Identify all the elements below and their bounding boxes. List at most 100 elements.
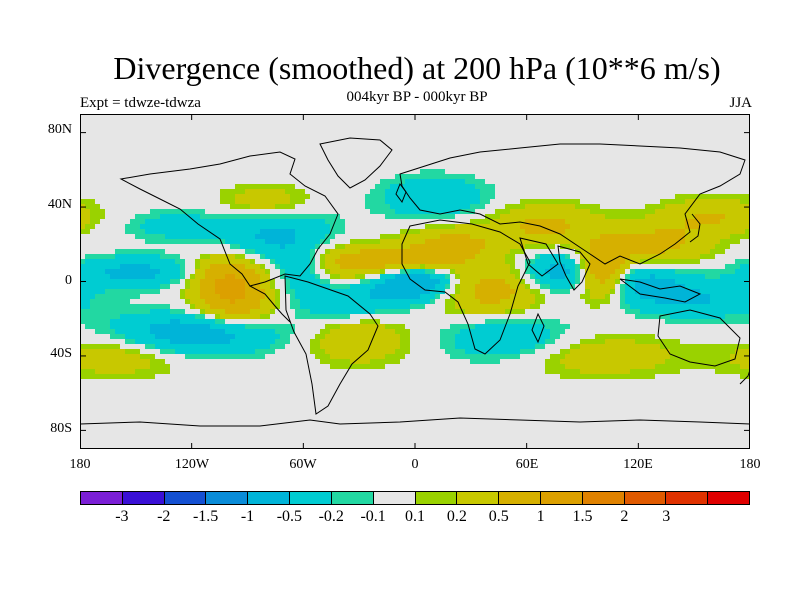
contour-cell <box>240 214 245 219</box>
contour-cell <box>625 309 630 314</box>
contour-cell <box>680 219 685 224</box>
contour-cell <box>210 284 215 289</box>
contour-cell <box>245 274 250 279</box>
contour-cell <box>180 344 185 349</box>
contour-cell <box>650 279 655 284</box>
contour-cell <box>585 264 590 269</box>
contour-cell <box>385 359 390 364</box>
contour-cell <box>680 344 685 349</box>
contour-cell <box>465 334 470 339</box>
contour-cell <box>310 274 315 279</box>
contour-cell <box>315 244 320 249</box>
contour-cell <box>240 334 245 339</box>
contour-cell <box>230 194 235 199</box>
contour-cell <box>120 319 125 324</box>
contour-cell <box>435 244 440 249</box>
contour-cell <box>515 214 520 219</box>
contour-cell <box>550 279 555 284</box>
contour-cell <box>605 279 610 284</box>
contour-cell <box>235 274 240 279</box>
contour-cell <box>575 234 580 239</box>
contour-cell <box>740 279 745 284</box>
contour-cell <box>200 274 205 279</box>
contour-cell <box>590 374 595 379</box>
contour-cell <box>515 244 520 249</box>
contour-cell <box>655 364 660 369</box>
contour-cell <box>310 264 315 269</box>
contour-cell <box>705 209 710 214</box>
contour-cell <box>110 279 115 284</box>
contour-cell <box>655 234 660 239</box>
contour-cell <box>85 274 90 279</box>
contour-cell <box>220 214 225 219</box>
contour-cell <box>710 319 715 324</box>
contour-cell <box>550 334 555 339</box>
contour-cell <box>105 324 110 329</box>
contour-cell <box>590 274 595 279</box>
contour-cell <box>710 249 715 254</box>
contour-cell <box>475 194 480 199</box>
contour-cell <box>545 369 550 374</box>
contour-cell <box>475 329 480 334</box>
contour-cell <box>720 199 725 204</box>
contour-cell <box>745 214 750 219</box>
contour-cell <box>265 199 270 204</box>
contour-cell <box>610 289 615 294</box>
contour-cell <box>480 264 485 269</box>
contour-cell <box>715 219 720 224</box>
contour-cell <box>745 229 750 234</box>
contour-cell <box>310 304 315 309</box>
contour-cell <box>675 369 680 374</box>
contour-cell <box>695 204 700 209</box>
contour-cell <box>515 309 520 314</box>
contour-cell <box>105 274 110 279</box>
contour-cell <box>435 239 440 244</box>
contour-cell <box>530 204 535 209</box>
contour-cell <box>195 209 200 214</box>
contour-cell <box>585 274 590 279</box>
contour-cell <box>720 289 725 294</box>
contour-cell <box>455 344 460 349</box>
contour-cell <box>480 324 485 329</box>
contour-cell <box>490 349 495 354</box>
contour-cell <box>715 304 720 309</box>
contour-cell <box>735 359 740 364</box>
contour-cell <box>330 219 335 224</box>
contour-cell <box>85 364 90 369</box>
contour-cell <box>420 194 425 199</box>
contour-cell <box>645 359 650 364</box>
contour-cell <box>165 344 170 349</box>
contour-cell <box>640 374 645 379</box>
contour-cell <box>735 364 740 369</box>
contour-cell <box>670 209 675 214</box>
contour-cell <box>470 324 475 329</box>
contour-cell <box>220 324 225 329</box>
contour-cell <box>625 304 630 309</box>
contour-cell <box>440 189 445 194</box>
contour-cell <box>655 209 660 214</box>
contour-cell <box>460 349 465 354</box>
contour-cell <box>500 289 505 294</box>
contour-cell <box>340 349 345 354</box>
contour-cell <box>295 314 300 319</box>
contour-cell <box>720 249 725 254</box>
contour-cell <box>280 234 285 239</box>
contour-cell <box>315 239 320 244</box>
contour-cell <box>160 314 165 319</box>
contour-cell <box>740 229 745 234</box>
contour-cell <box>565 374 570 379</box>
contour-cell <box>330 229 335 234</box>
contour-cell <box>660 274 665 279</box>
contour-cell <box>140 289 145 294</box>
contour-cell <box>300 214 305 219</box>
contour-cell <box>640 284 645 289</box>
contour-cell <box>640 254 645 259</box>
contour-cell <box>85 299 90 304</box>
contour-cell <box>675 234 680 239</box>
contour-cell <box>160 284 165 289</box>
contour-cell <box>85 199 90 204</box>
contour-cell <box>505 279 510 284</box>
contour-cell <box>245 289 250 294</box>
contour-cell <box>635 269 640 274</box>
contour-cell <box>335 304 340 309</box>
